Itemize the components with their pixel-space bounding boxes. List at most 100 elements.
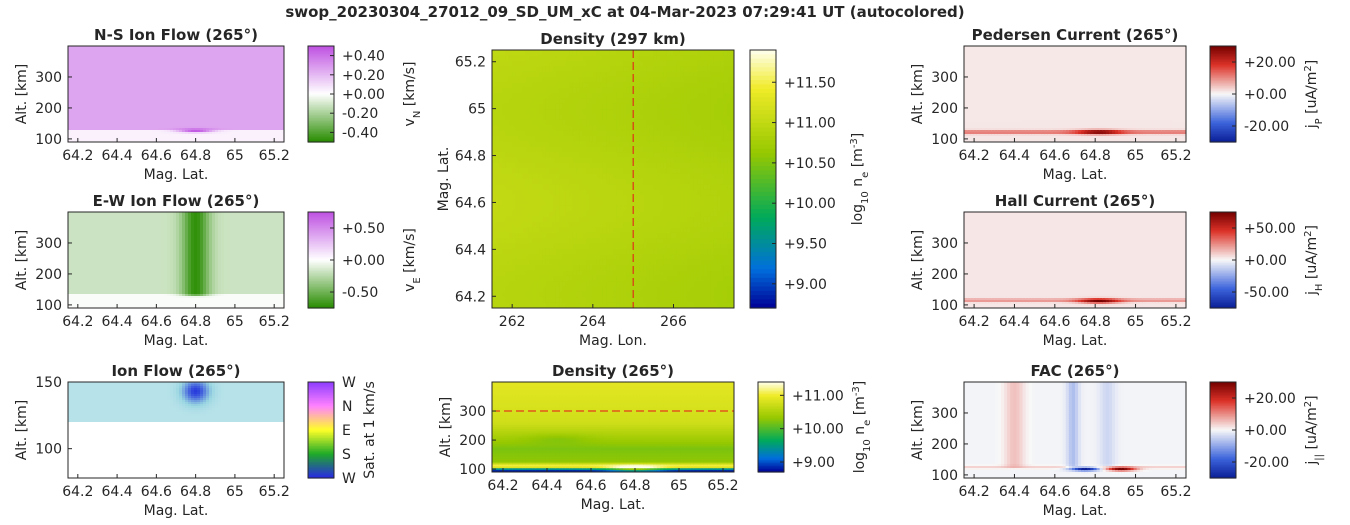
- heatmap-cell: [131, 236, 135, 239]
- heatmap-cell: [161, 88, 165, 91]
- heatmap-cell: [101, 130, 105, 133]
- heatmap-cell: [98, 252, 102, 255]
- heatmap-cell: [134, 232, 138, 235]
- heatmap-cell: [200, 132, 204, 135]
- heatmap-cell: [107, 128, 111, 131]
- heatmap-cell: [77, 50, 81, 53]
- heatmap-cell: [101, 220, 105, 223]
- heatmap-cell: [77, 80, 81, 83]
- heatmap-cell: [164, 110, 168, 113]
- heatmap-cell: [125, 92, 129, 95]
- heatmap-cell: [107, 114, 111, 117]
- heatmap-cell: [122, 82, 126, 85]
- heatmap-cell: [98, 82, 102, 85]
- heatmap-cell: [269, 92, 273, 95]
- heatmap-cell: [146, 254, 150, 257]
- heatmap-cell: [119, 280, 123, 283]
- heatmap-cell: [125, 290, 129, 293]
- heatmap-cell: [89, 48, 93, 51]
- heatmap-cell: [146, 112, 150, 115]
- heatmap-cell: [188, 68, 192, 71]
- heatmap-cell: [74, 112, 78, 115]
- heatmap-cell: [179, 116, 183, 119]
- heatmap-cell: [266, 128, 270, 131]
- heatmap-cell: [125, 256, 129, 259]
- heatmap-cell: [107, 286, 111, 289]
- heatmap-cell: [116, 50, 120, 53]
- heatmap-cell: [197, 98, 201, 101]
- heatmap-cell: [224, 86, 228, 89]
- heatmap-cell: [197, 138, 201, 141]
- heatmap-cell: [83, 226, 87, 229]
- heatmap-cell: [146, 216, 150, 219]
- heatmap-cell: [248, 64, 252, 67]
- heatmap-cell: [101, 118, 105, 121]
- heatmap-cell: [101, 254, 105, 257]
- heatmap-cell: [83, 306, 87, 308]
- heatmap-cell: [110, 90, 114, 93]
- heatmap-cell: [233, 82, 237, 85]
- heatmap-cell: [179, 46, 183, 49]
- heatmap-cell: [143, 64, 147, 67]
- heatmap-cell: [182, 132, 186, 135]
- heatmap-cell: [206, 126, 210, 129]
- heatmap-cell: [113, 266, 117, 269]
- heatmap-cell: [254, 116, 258, 119]
- heatmap-cell: [89, 256, 93, 259]
- heatmap-cell: [95, 116, 99, 119]
- heatmap-cell: [89, 132, 93, 135]
- heatmap-cell: [134, 220, 138, 223]
- heatmap-cell: [128, 212, 132, 215]
- heatmap-cell: [98, 58, 102, 61]
- heatmap-cell: [215, 66, 219, 69]
- heatmap-cell: [125, 140, 129, 142]
- heatmap-cell: [167, 100, 171, 103]
- heatmap-cell: [188, 102, 192, 105]
- heatmap-cell: [116, 234, 120, 237]
- heatmap-cell: [128, 246, 132, 249]
- heatmap-cell: [245, 60, 249, 63]
- heatmap-cell: [251, 92, 255, 95]
- heatmap-cell: [134, 270, 138, 273]
- heatmap-cell: [107, 252, 111, 255]
- heatmap-cell: [80, 114, 84, 117]
- heatmap-cell: [221, 130, 225, 133]
- heatmap-cell: [74, 126, 78, 129]
- heatmap-cell: [149, 304, 153, 307]
- heatmap-cell: [92, 140, 96, 142]
- heatmap-cell: [242, 110, 246, 113]
- heatmap-cell: [86, 248, 90, 251]
- heatmap-cell: [137, 254, 141, 257]
- heatmap-cell: [86, 104, 90, 107]
- heatmap-cell: [101, 104, 105, 107]
- heatmap-cell: [152, 222, 156, 225]
- heatmap-cell: [125, 220, 129, 223]
- heatmap-cell: [149, 228, 153, 231]
- heatmap-cell: [119, 62, 123, 65]
- heatmap-cell: [143, 264, 147, 267]
- heatmap-cell: [209, 64, 213, 67]
- heatmap-cell: [176, 126, 180, 129]
- heatmap-cell: [119, 136, 123, 139]
- heatmap-cell: [101, 76, 105, 79]
- heatmap-cell: [245, 96, 249, 99]
- heatmap-cell: [74, 302, 78, 305]
- heatmap-cell: [203, 74, 207, 77]
- heatmap-cell: [119, 82, 123, 85]
- heatmap-cell: [281, 94, 284, 97]
- heatmap-cell: [104, 214, 108, 217]
- heatmap-cell: [269, 70, 273, 73]
- heatmap-cell: [98, 212, 102, 215]
- heatmap-cell: [224, 136, 228, 139]
- heatmap-cell: [89, 84, 93, 87]
- heatmap-cell: [104, 242, 108, 245]
- heatmap-cell: [149, 68, 153, 71]
- heatmap-cell: [215, 60, 219, 63]
- heatmap-cell: [245, 118, 249, 121]
- heatmap-cell: [233, 114, 237, 117]
- heatmap-cell: [122, 88, 126, 91]
- heatmap-cell: [140, 268, 144, 271]
- heatmap-cell: [74, 84, 78, 87]
- heatmap-cell: [80, 92, 84, 95]
